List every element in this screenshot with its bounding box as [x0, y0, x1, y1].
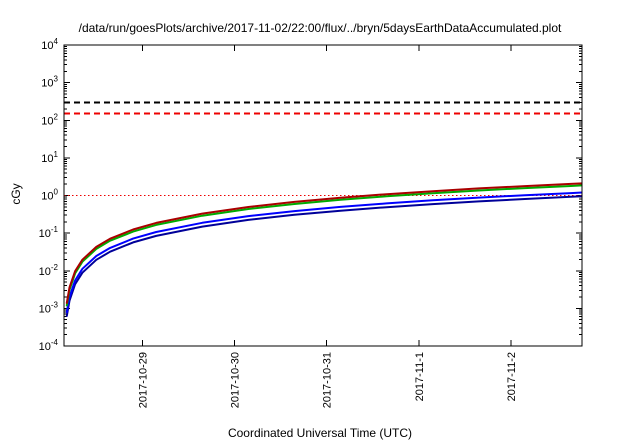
accumulated-dose-navy: [65, 195, 582, 317]
chart-title: /data/run/goesPlots/archive/2017-11-02/2…: [78, 21, 562, 35]
x-tick-label: 2017-10-31: [322, 352, 334, 408]
y-tick-label: 104: [41, 37, 58, 52]
accumulated-dose-green: [65, 184, 582, 307]
y-tick-label: 103: [41, 75, 58, 90]
x-tick-label: 2017-11-1: [414, 352, 426, 401]
y-tick-label: 102: [41, 112, 58, 127]
y-tick-label: 101: [41, 150, 58, 165]
y-tick-label: 100: [41, 188, 58, 203]
plot-background: [64, 45, 582, 346]
y-tick-label: 10-4: [39, 338, 59, 353]
x-tick-label: 2017-10-30: [230, 352, 242, 408]
y-tick-label: 10-3: [39, 300, 59, 315]
accumulated-dose-blue: [65, 191, 582, 314]
y-tick-label: 10-1: [39, 225, 59, 240]
x-tick-label: 2017-11-2: [506, 352, 518, 401]
y-tick-label: 10-2: [39, 263, 59, 278]
plot-border: [63, 44, 583, 347]
accumulated-dose-red: [65, 182, 582, 304]
x-tick-label: 2017-10-29: [137, 352, 149, 408]
x-axis-label: Coordinated Universal Time (UTC): [227, 426, 413, 440]
